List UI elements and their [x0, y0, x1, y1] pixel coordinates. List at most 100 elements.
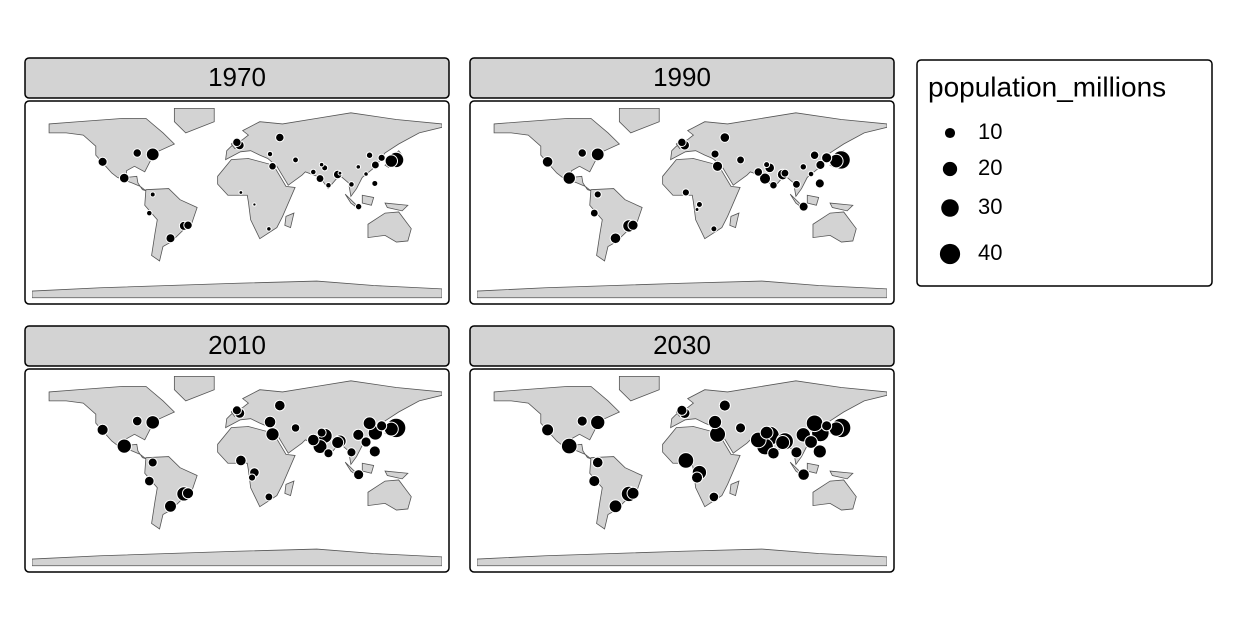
city-dot [541, 156, 554, 168]
strip [24, 325, 450, 367]
city-dot [627, 219, 639, 231]
legend-dot [942, 161, 958, 177]
city-dot [371, 179, 379, 187]
city-dot [560, 437, 578, 455]
legend-dot [944, 127, 956, 139]
strip [469, 57, 895, 99]
city-dot [370, 160, 380, 170]
city-dot [323, 448, 334, 459]
legend-dot [939, 243, 961, 265]
city-dot [96, 423, 109, 436]
strip [469, 325, 895, 367]
city-dot [718, 399, 731, 412]
legend-dot [941, 199, 959, 217]
city-dot [376, 420, 388, 432]
city-dot [131, 415, 143, 427]
city-dot [144, 475, 155, 487]
city-dot [290, 423, 301, 433]
city-dot [275, 132, 285, 143]
city-dot [316, 427, 327, 438]
city-dot [591, 456, 604, 469]
city-dot [807, 170, 815, 178]
city-dot [147, 457, 158, 468]
city-dot [711, 160, 724, 172]
city-dot [377, 153, 386, 162]
city-dot [238, 190, 244, 195]
city-dot [346, 447, 357, 458]
city-dot [116, 438, 132, 454]
city-dot [315, 174, 325, 183]
city-dot [263, 415, 277, 429]
legend-label: 10 [978, 119, 1002, 144]
city-dot [775, 435, 791, 451]
city-dot [235, 454, 247, 467]
city-dot [363, 171, 369, 177]
legend-box [916, 59, 1213, 287]
panel-title: 2010 [208, 330, 266, 360]
city-dot [353, 469, 365, 481]
city-dot [626, 486, 640, 500]
city-dot [149, 191, 156, 198]
city-dot [145, 147, 160, 162]
city-dot [821, 152, 833, 164]
city-dot [97, 156, 108, 167]
city-dot [676, 404, 688, 416]
city-dot [292, 156, 299, 164]
city-dot [769, 180, 778, 190]
city-dot [759, 425, 774, 440]
city-dot [792, 179, 801, 189]
legend-title: population_millions [928, 71, 1166, 102]
city-dot [265, 427, 280, 442]
city-dot [790, 446, 803, 459]
city-dot [734, 422, 747, 434]
city-dot [797, 468, 810, 481]
city-dot [588, 475, 601, 488]
city-dot [798, 201, 809, 212]
city-dot [348, 181, 355, 188]
city-dot [589, 208, 599, 218]
city-dot [758, 172, 772, 185]
city-dot [780, 168, 790, 178]
city-dot [252, 202, 257, 207]
city-dot [590, 414, 606, 431]
city-dot [814, 178, 825, 189]
city-dot [352, 428, 365, 441]
city-dot [183, 220, 193, 230]
city-dot [736, 155, 745, 165]
city-dot [325, 181, 332, 189]
city-dot [763, 161, 771, 169]
city-dot [384, 154, 399, 168]
panel-title: 1990 [653, 62, 711, 92]
city-dot [132, 148, 142, 158]
city-dot [609, 232, 622, 245]
city-dot [804, 435, 818, 449]
city-dot [753, 167, 764, 177]
city-dot [307, 433, 320, 447]
city-dot [707, 414, 723, 430]
city-dot [709, 425, 727, 443]
panel-title: 1970 [208, 62, 266, 92]
city-dot [695, 201, 703, 208]
city-dot [231, 405, 242, 416]
city-dot [118, 172, 130, 184]
legend-label: 30 [978, 194, 1002, 219]
city-dot [677, 137, 687, 148]
legend-label: 20 [978, 155, 1002, 180]
city-dot [677, 452, 695, 469]
city-dot [812, 444, 827, 459]
city-dot [562, 171, 576, 185]
city-dot [710, 149, 720, 159]
city-dot [145, 415, 161, 430]
city-dot [268, 162, 277, 171]
city-dot [181, 487, 195, 500]
panel-title: 2030 [653, 330, 711, 360]
city-dot [805, 414, 824, 433]
city-dot [710, 225, 718, 233]
city-dot [274, 399, 286, 412]
city-dot [719, 132, 731, 143]
city-dot [365, 151, 374, 159]
city-dot [681, 188, 690, 197]
city-dot [821, 420, 833, 432]
city-dot [264, 492, 274, 502]
